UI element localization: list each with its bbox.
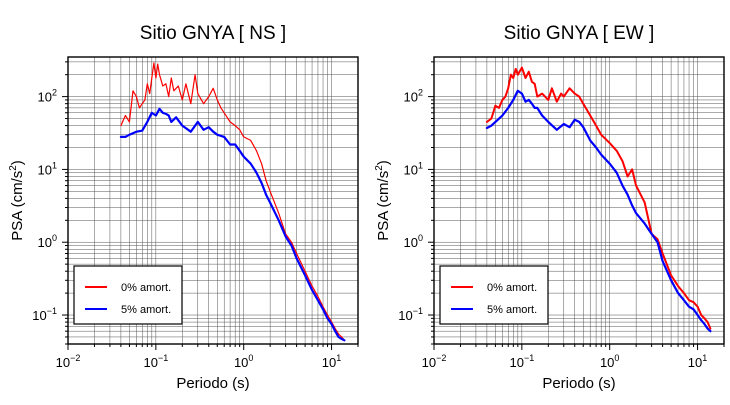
y-axis-label-end: ) [375,160,392,165]
x-tick-label-base: 10 [688,355,702,370]
y-tick-label: 100 [404,233,423,250]
chart-title: Sitio GNYA [ EW ] [504,23,655,44]
x-tick-label-base: 10 [234,355,248,370]
y-tick-label-exp: 2 [418,88,423,98]
y-axis-label: PSA (cm/s2) [8,160,26,241]
y-tick-label-base: 10 [38,90,52,105]
y-tick-label-base: 10 [404,162,418,177]
legend: 0% amort. 5% amort. [73,265,183,325]
y-tick-label-exp: 1 [52,160,57,170]
axis-ticks [428,61,725,350]
y-tick-label-base: 10 [38,162,52,177]
x-tick-label-base: 10 [143,355,157,370]
y-tick-label-base: 10 [38,235,52,250]
x-tick-label-exp: −2 [70,353,80,363]
x-tick-label: 101 [322,353,341,370]
y-axis-label-sup: 2 [8,165,19,171]
y-tick-label-base: 10 [398,308,412,323]
plot-frame [67,56,359,345]
x-tick-label-base: 10 [422,355,436,370]
y-tick-label-base: 10 [32,308,46,323]
x-tick-label: 100 [234,353,253,370]
y-tick-label-exp: 0 [418,233,423,243]
series-group [119,62,346,342]
y-axis-label-main: PSA (cm/s [375,171,392,241]
legend-label-amort-0: 0% amort. [121,282,171,294]
legend: 0% amort. 5% amort. [439,265,549,325]
legend-box [73,265,183,325]
legend-label-amort-0: 0% amort. [487,282,537,294]
x-tick-label-exp: 0 [614,353,619,363]
x-tick-label-exp: −1 [524,353,534,363]
series-line-amort-0 [485,66,712,330]
x-axis-label: Periodo (s) [176,375,249,392]
series-group [485,66,712,333]
y-tick-label-base: 10 [404,235,418,250]
legend-box [439,265,549,325]
x-tick-label: 10−1 [143,353,168,370]
y-tick-label: 101 [404,160,423,177]
legend-label-amort-5: 5% amort. [487,304,537,316]
x-tick-label-base: 10 [509,355,523,370]
axis-ticks [62,61,359,350]
y-axis-label-main: PSA (cm/s [9,171,26,241]
y-axis-label-end: ) [9,160,26,165]
x-axis-label: Periodo (s) [542,375,615,392]
x-tick-label-exp: 1 [336,353,341,363]
x-tick-label-exp: −2 [436,353,446,363]
x-tick-label-base: 10 [322,355,336,370]
x-tick-label-exp: −1 [158,353,168,363]
y-axis-label: PSA (cm/s2) [374,160,392,241]
x-tick-label-exp: 0 [248,353,253,363]
y-tick-label-exp: −1 [47,306,57,316]
y-tick-label: 101 [38,160,57,177]
y-tick-label-exp: 2 [52,88,57,98]
y-tick-label: 102 [404,88,423,105]
x-tick-label-base: 10 [600,355,614,370]
y-tick-label-exp: 1 [418,160,423,170]
x-tick-label: 10−2 [56,353,81,370]
x-tick-label: 100 [600,353,619,370]
y-tick-label: 102 [38,88,57,105]
x-tick-label: 10−1 [509,353,534,370]
y-tick-label: 10−1 [398,306,423,323]
y-tick-label-exp: 0 [52,233,57,243]
y-axis-label-sup: 2 [374,165,385,171]
y-tick-label-base: 10 [404,90,418,105]
legend-label-amort-5: 5% amort. [121,304,171,316]
x-tick-label-exp: 1 [702,353,707,363]
plot-frame [433,56,725,345]
chart-title: Sitio GNYA [ NS ] [140,23,286,44]
y-tick-label: 10−1 [32,306,57,323]
series-line-amort-5 [119,107,346,342]
x-tick-label: 10−2 [422,353,447,370]
series-line-amort-0 [120,62,345,341]
x-tick-label: 101 [688,353,707,370]
series-line-amort-5 [485,89,712,333]
y-tick-label: 100 [38,233,57,250]
y-tick-label-exp: −1 [413,306,423,316]
x-tick-label-base: 10 [56,355,70,370]
